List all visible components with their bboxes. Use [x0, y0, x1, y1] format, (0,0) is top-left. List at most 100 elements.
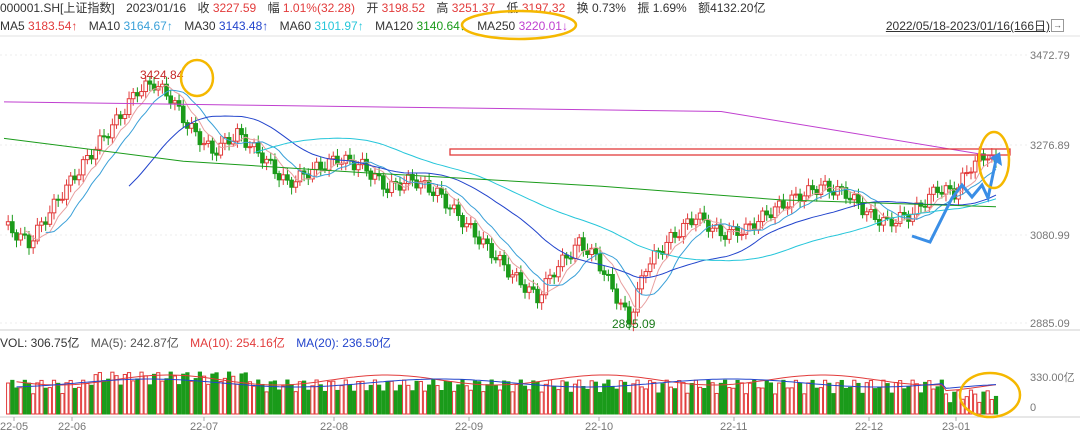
- volume-bar: [314, 379, 319, 415]
- volume-bar: [393, 390, 398, 415]
- volume-bar: [948, 402, 953, 415]
- month-axis: 22-05 22-06 22-07 22-08 22-09 22-10 22-11 22-12…: [0, 417, 970, 433]
- volume-bar: [197, 371, 202, 415]
- volume-bar: [247, 381, 253, 415]
- volume-bar: [60, 393, 65, 415]
- volume-bar: [539, 391, 544, 415]
- quote-info-bar: 000001.SH[上证指数] 2023/01/16 收 3227.59 幅 1…: [0, 0, 773, 16]
- candle-body: [451, 204, 457, 210]
- candle-body: [614, 288, 620, 304]
- amplitude-value: 1.69%: [652, 1, 687, 15]
- candle-body: [22, 233, 28, 236]
- volume-bar: [322, 390, 328, 415]
- volume-bar: [639, 386, 644, 415]
- volume-bar: [64, 382, 69, 415]
- volume-bar: [139, 371, 144, 415]
- candle-body: [330, 155, 336, 160]
- volume-bar: [327, 381, 332, 415]
- candle-body: [481, 238, 486, 245]
- volume-bar: [760, 387, 765, 415]
- volume-bar: [210, 373, 215, 415]
- volume-bar: [385, 380, 390, 415]
- candle-body: [126, 98, 132, 116]
- volume-bar: [835, 382, 840, 415]
- volume-bar: [643, 388, 648, 415]
- volume-bar: [793, 379, 799, 415]
- high-annotation: 3424.84: [140, 68, 184, 82]
- candle-body: [260, 152, 265, 164]
- volume-bar: [589, 380, 594, 415]
- candle-body: [410, 174, 415, 181]
- volume-bar: [85, 382, 90, 415]
- candle-body: [985, 158, 990, 161]
- month-tick: 22-07: [190, 421, 218, 433]
- volume-bar: [681, 382, 686, 415]
- candle-body: [826, 180, 832, 192]
- volume-bar: [497, 389, 503, 415]
- candle-body: [556, 266, 561, 278]
- volume-bar: [547, 379, 553, 415]
- candle-body: [706, 219, 711, 232]
- candle-body: [210, 140, 215, 154]
- volume-bar: [906, 386, 911, 415]
- volume-legend: VOL: 306.75亿 MA(5): 242.87亿 MA(10): 254.…: [0, 335, 399, 351]
- volume-bar: [339, 385, 344, 415]
- candle-body: [793, 193, 799, 196]
- candle-body: [289, 179, 294, 188]
- candle-body: [368, 170, 374, 180]
- volume-bar: [176, 384, 182, 415]
- candle-body: [472, 223, 478, 238]
- candle-body: [697, 212, 703, 220]
- candle-body: [468, 223, 474, 226]
- candle-body: [568, 257, 574, 260]
- candle-body: [864, 211, 870, 216]
- volume-bar: [35, 382, 40, 415]
- volume-bar: [531, 380, 536, 415]
- volume-bar: [331, 380, 336, 415]
- candle-body: [497, 254, 503, 261]
- candle-body: [143, 80, 149, 93]
- volume-bar: [101, 380, 107, 415]
- volume-bar: [577, 379, 582, 415]
- volume-bar: [14, 387, 19, 415]
- candle-body: [651, 250, 657, 265]
- volume-bar: [843, 387, 849, 415]
- volume-bar: [618, 380, 623, 415]
- candle-body: [314, 161, 319, 170]
- candle-body: [939, 191, 945, 195]
- candle-body: [964, 172, 970, 175]
- candle-body: [10, 221, 15, 234]
- amount-value: 4132.20亿: [710, 1, 766, 15]
- highlight-circle: [460, 9, 578, 41]
- volume-bar: [798, 382, 803, 415]
- candle-body: [397, 182, 403, 191]
- candle-body: [489, 243, 494, 259]
- month-tick: 22-05: [0, 421, 28, 433]
- candle-body: [93, 148, 98, 160]
- candle-body: [435, 187, 440, 197]
- volume-bar: [168, 371, 173, 415]
- candle-body: [380, 175, 386, 190]
- volume-bar: [789, 387, 794, 415]
- candle-body: [151, 83, 157, 91]
- volume-bar: [456, 384, 461, 415]
- volume-bar: [372, 379, 378, 415]
- volume-bar: [697, 386, 703, 415]
- candle-body: [897, 212, 903, 224]
- ma10-label: MA10: [88, 19, 121, 33]
- candle-body: [60, 198, 65, 201]
- volume-bar: [777, 382, 782, 415]
- volume-bar: [952, 391, 957, 415]
- expand-arrow-icon[interactable]: →: [1051, 19, 1064, 32]
- candle-body: [247, 146, 253, 149]
- candle-body: [747, 223, 753, 226]
- date-range-link[interactable]: 2022/05/18-2023/01/16(166日): [885, 19, 1050, 33]
- volume-bar: [193, 378, 198, 415]
- volume-bar: [914, 383, 919, 415]
- volume-bar: [189, 380, 194, 415]
- volume-bar: [151, 373, 157, 415]
- volume-bar: [302, 380, 307, 415]
- volume-bar: [568, 391, 573, 415]
- volume-bar: [593, 381, 598, 415]
